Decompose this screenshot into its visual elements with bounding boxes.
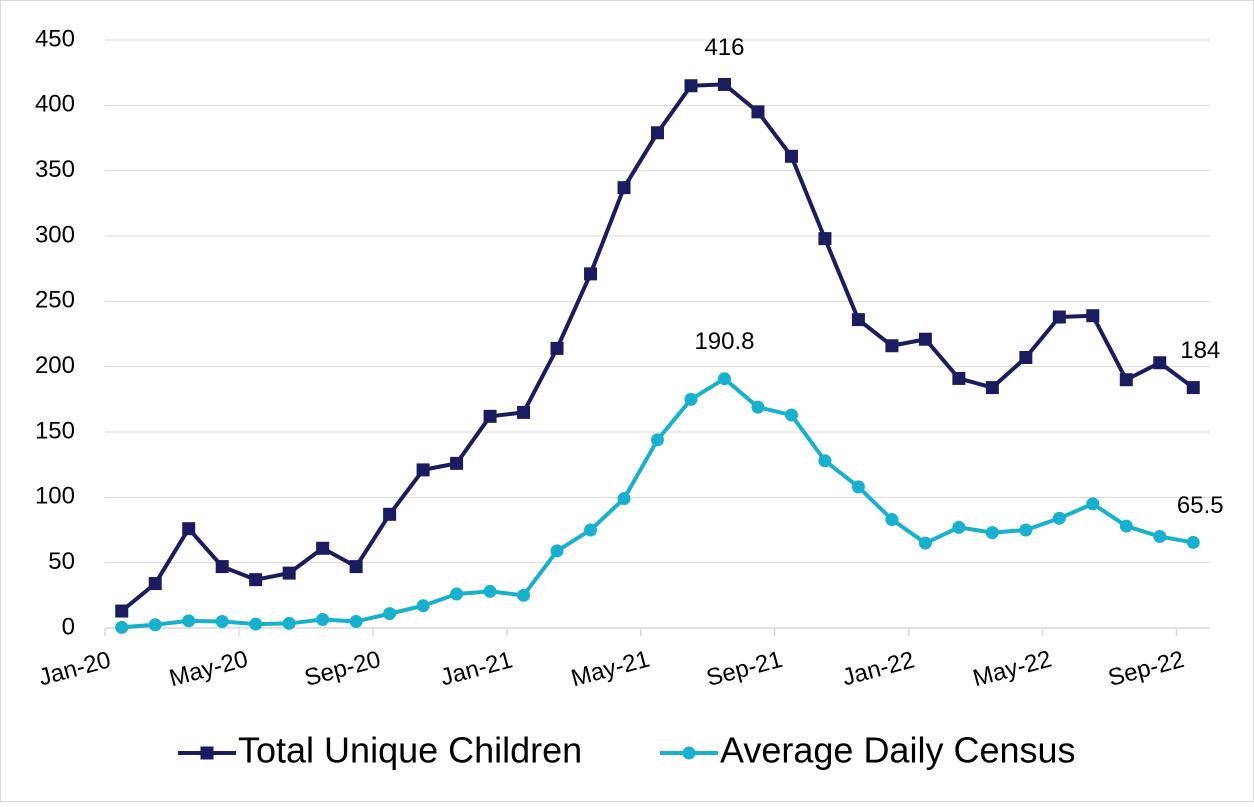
data-point [651,433,664,447]
data-point [182,522,196,536]
data-point [416,599,430,613]
data-point [316,541,330,555]
data-point [1086,309,1100,323]
y-tick-label: 400 [35,91,75,118]
data-point [1019,523,1033,537]
y-tick-label: 350 [35,156,75,183]
data-point [215,614,229,628]
data-point [215,560,229,574]
data-point [1086,497,1100,511]
data-point [952,520,966,534]
legend-label: Average Daily Census [720,730,1076,771]
data-point [1052,511,1066,525]
y-tick-label: 200 [35,352,75,379]
data-point [751,400,765,414]
data-point [918,332,932,346]
data-label: 184 [1180,337,1220,364]
y-tick-label: 250 [35,287,75,314]
legend-label: Total Unique Children [238,730,582,771]
data-point [1119,373,1133,387]
data-point [1119,519,1133,533]
data-point [249,573,263,587]
y-tick-label: 450 [35,25,75,52]
data-label: 416 [704,34,744,61]
data-point [784,408,798,422]
data-point [349,614,363,628]
y-tick-label: 0 [62,613,75,640]
data-point [851,480,865,494]
data-point [617,181,631,195]
data-point [115,620,129,634]
y-tick-label: 300 [35,221,75,248]
data-point [517,588,531,602]
data-point [1186,381,1200,395]
y-tick-label: 150 [35,417,75,444]
data-point [851,313,865,327]
data-point [985,381,999,395]
data-point [148,577,162,591]
data-point [416,463,430,477]
data-point [383,607,397,621]
legend-marker [200,746,214,760]
data-point [249,617,263,631]
data-point [483,409,497,423]
data-point [885,339,899,353]
data-point [584,267,598,281]
data-point [450,456,464,470]
data-point [483,584,497,598]
data-point [985,526,999,540]
data-point [148,618,162,632]
data-point [282,616,296,630]
data-point [952,371,966,385]
data-point [282,566,296,580]
data-point [818,232,832,246]
data-point [115,604,129,618]
data-point [684,79,698,93]
data-point [617,492,631,506]
data-point [918,536,932,550]
data-point [717,372,731,386]
y-tick-label: 100 [35,483,75,510]
data-point [751,105,765,119]
data-label: 190.8 [694,328,754,355]
data-point [885,513,899,527]
data-point [651,126,664,140]
data-point [550,341,564,355]
data-point [1153,356,1167,370]
data-point [584,523,598,537]
data-point [1019,351,1033,365]
legend-marker [682,746,696,760]
data-point [316,613,330,627]
data-point [517,405,531,419]
y-tick-label: 50 [48,548,75,575]
data-point [818,454,832,468]
data-label: 65.5 [1177,492,1224,519]
data-point [383,507,397,521]
data-point [349,560,363,574]
data-point [450,587,464,601]
data-point [684,392,698,406]
data-point [1153,530,1167,544]
data-point [784,149,798,163]
data-point [550,544,564,558]
data-point [1186,535,1200,549]
data-point [717,77,731,91]
data-point [1052,310,1066,324]
data-point [182,614,196,628]
